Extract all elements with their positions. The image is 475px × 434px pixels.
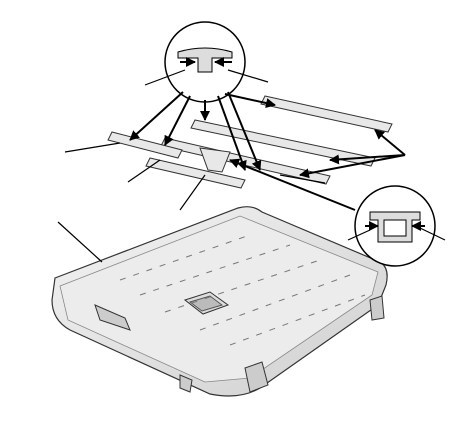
detail-right xyxy=(354,185,436,267)
detail-top xyxy=(164,21,246,103)
seat-tray xyxy=(51,206,388,397)
trim-strips xyxy=(107,95,393,189)
leader-lines xyxy=(57,69,446,263)
arrows xyxy=(129,91,406,211)
